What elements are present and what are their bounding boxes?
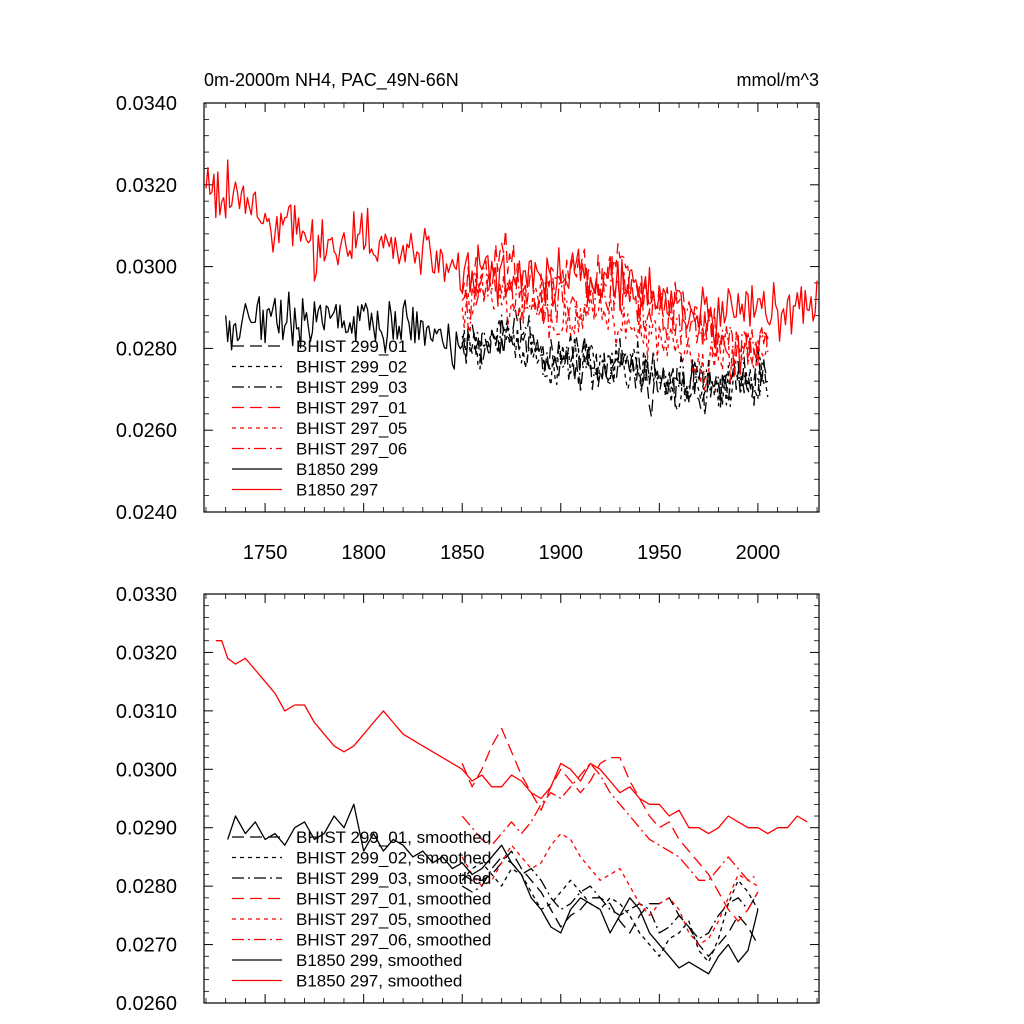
series-line-b1850-299 [225, 291, 463, 370]
y-tick-label: 0.0320 [116, 642, 177, 664]
legend-label: BHIST 297_01, smoothed [296, 890, 491, 909]
y-tick-label: 0.0270 [116, 935, 177, 957]
legend-label: BHIST 297_05 [296, 419, 407, 438]
series-line-b1850-297-smoothed [215, 640, 808, 835]
legend-label: BHIST 297_05, smoothed [296, 910, 491, 929]
y-tick-label: 0.0280 [116, 876, 177, 898]
y-tick-label: 0.0260 [116, 420, 177, 442]
series-line-bhist-299-03-smoothed [461, 856, 759, 940]
series-line-bhist-299-02-smoothed [461, 862, 759, 963]
bottom-panel: 0.0260 0.0270 0.0280 0.0290 0.0300 0.0310 0.03… [116, 584, 820, 1015]
legend-label: B1850 297, smoothed [296, 972, 462, 991]
series-line-bhist-297-06 [461, 254, 769, 378]
x-tick-label: 1800 [341, 542, 386, 564]
y-tick-label: 0.0330 [116, 584, 177, 606]
y-tick-label: 0.0310 [116, 701, 177, 723]
series-line-bhist-299-01-smoothed [461, 850, 759, 957]
series-line-bhist-299-03 [461, 314, 769, 416]
top-chart-title: 0m-2000m NH4, PAC_49N-66N [204, 70, 459, 91]
y-tick-label: 0.0300 [116, 257, 177, 279]
legend-label: BHIST 299_02, smoothed [296, 849, 491, 868]
bottom-plot-frame [203, 593, 820, 1004]
legend-label: BHIST 299_01 [296, 337, 407, 356]
y-tick-label: 0.0280 [116, 338, 177, 360]
series-line-b1850-299-smoothed [227, 803, 759, 975]
x-tick-label: 1900 [539, 542, 584, 564]
legend-label: BHIST 299_02 [296, 358, 407, 377]
x-tick-label: 1950 [637, 542, 682, 564]
series-line-bhist-297-01-smoothed [461, 727, 759, 922]
series-line-b1850-297 [205, 159, 818, 348]
legend-label: BHIST 297_06, smoothed [296, 931, 491, 950]
y-tick-label: 0.0300 [116, 759, 177, 781]
series-line-bhist-297-05 [461, 271, 769, 392]
y-tick-label: 0.0340 [116, 93, 177, 115]
legend-label: B1850 299 [296, 460, 378, 479]
y-tick-label: 0.0240 [116, 502, 177, 524]
legend-label: B1850 297 [296, 481, 378, 500]
top-units-label: mmol/m^3 [737, 70, 819, 90]
series-line-bhist-297-06-smoothed [461, 762, 759, 881]
x-tick-label: 2000 [736, 542, 781, 564]
legend-label: BHIST 297_06 [296, 440, 407, 459]
y-tick-label: 0.0290 [116, 818, 177, 840]
series-line-bhist-297-01 [461, 229, 769, 375]
y-tick-label: 0.0260 [116, 993, 177, 1015]
x-tick-label: 1850 [440, 542, 485, 564]
legend-label: BHIST 297_01 [296, 399, 407, 418]
x-tick-label: 1750 [243, 542, 288, 564]
series-line-bhist-299-02 [461, 318, 769, 411]
legend-label: BHIST 299_03 [296, 378, 407, 397]
top-panel: 0m-2000m NH4, PAC_49N-66N mmol/m^3 0.024… [116, 70, 820, 564]
legend-label: BHIST 299_03, smoothed [296, 869, 491, 888]
series-line-bhist-297-05-smoothed [461, 832, 759, 946]
top-plot-frame [203, 102, 820, 513]
legend-label: B1850 299, smoothed [296, 951, 462, 970]
y-tick-label: 0.0320 [116, 175, 177, 197]
legend-label: BHIST 299_01, smoothed [296, 828, 491, 847]
